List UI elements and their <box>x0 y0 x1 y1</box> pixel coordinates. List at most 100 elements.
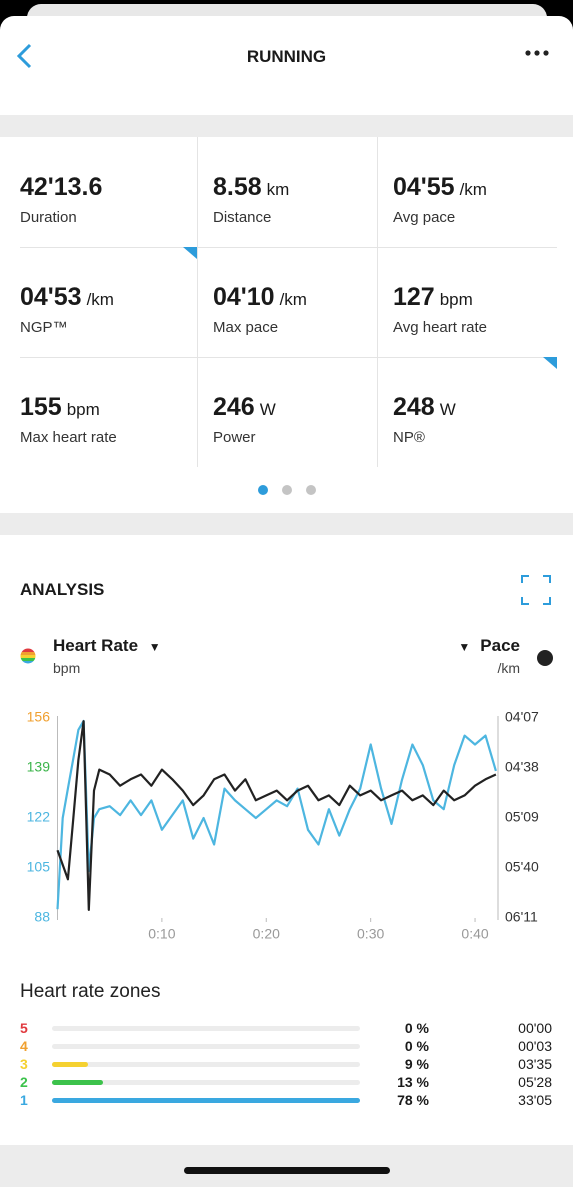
y-tick-label: 122 <box>27 809 51 825</box>
stats-panel: 42'13.6 Duration 8.58 km Distance 04'55/km Avg… <box>0 137 573 513</box>
stat-value-row: 42'13.6 <box>20 173 102 202</box>
stat-label: NP® <box>393 429 425 446</box>
zone-percent: 78 % <box>397 1092 429 1108</box>
pace-legend-icon <box>537 650 553 666</box>
y-tick-label: 156 <box>27 709 51 725</box>
info-corner[interactable] <box>543 357 557 369</box>
stat-value-row: 127 bpm <box>393 283 473 312</box>
stat-unit: km <box>266 180 290 199</box>
info-corner[interactable] <box>183 247 197 259</box>
zones-title: Heart rate zones <box>20 981 161 1002</box>
section-title: ANALYSIS <box>20 580 105 599</box>
zone-bar <box>52 1080 104 1085</box>
stat-unit: W <box>259 400 276 419</box>
zones-list: 5 0 % 00'00 4 0 % 00'03 3 9 % 03'35 2 13 % 05'28 1 78… <box>0 1020 573 1130</box>
divider <box>0 115 573 137</box>
more-button[interactable] <box>524 48 550 58</box>
left-unit: bpm <box>53 660 81 676</box>
stat-label: Avg pace <box>393 209 456 226</box>
series-line <box>56 720 497 911</box>
separator <box>20 357 557 358</box>
stat-value: 248 <box>393 393 435 421</box>
zone-percent: 0 % <box>404 1038 429 1054</box>
stat-unit: /km <box>86 290 114 309</box>
y2-tick-label: 04'07 <box>505 709 539 725</box>
separator <box>377 137 378 467</box>
zone-percent: 9 % <box>404 1056 429 1072</box>
x-tick-label: 0:40 <box>461 926 488 942</box>
right-unit: /km <box>497 660 520 676</box>
y-tick-label: 88 <box>34 909 50 925</box>
zone-time: 00'00 <box>518 1020 552 1036</box>
stat-value: 246 <box>213 393 255 421</box>
x-tick-label: 0:20 <box>253 926 280 942</box>
pager-dots[interactable] <box>255 483 321 497</box>
stat-value: 155 <box>20 393 62 421</box>
zone-time: 00'03 <box>518 1038 552 1054</box>
stat-unit: bpm <box>66 400 100 419</box>
stat-value-row: 04'55/km <box>393 173 487 202</box>
stat-value-row: 04'53/km <box>20 283 114 312</box>
stat-value-row: 155 bpm <box>20 393 100 422</box>
stat-unit: W <box>439 400 456 419</box>
zone-track <box>52 1044 360 1049</box>
stat-value-row: 248 W <box>393 393 456 422</box>
stat-unit: bpm <box>439 290 473 309</box>
header: RUNNING <box>0 16 573 115</box>
zone-number: 3 <box>20 1056 28 1072</box>
legend-label: Pace <box>480 636 520 655</box>
stat-label: Avg heart rate <box>393 319 487 336</box>
page-title: RUNNING <box>246 47 327 66</box>
zone-percent: 0 % <box>404 1020 429 1036</box>
zone-bar <box>52 1098 360 1103</box>
chart: 88 105 122 139 156 06'11 05'40 05'09 04'38 04'07 0… <box>27 709 539 942</box>
zone-track <box>52 1080 360 1085</box>
y2-tick-label: 05'40 <box>505 859 539 875</box>
stat-label: Max heart rate <box>20 429 117 446</box>
zone-track <box>52 1062 360 1067</box>
zone-time: 03'35 <box>518 1056 552 1072</box>
stat-value: 04'55 <box>393 173 455 201</box>
series-line <box>56 719 497 910</box>
y2-tick-label: 06'11 <box>505 909 538 925</box>
legend-label: Heart Rate <box>53 636 139 655</box>
zone-number: 2 <box>20 1074 28 1090</box>
home-indicator <box>184 1167 390 1174</box>
separator <box>197 137 198 467</box>
y-tick-label: 105 <box>27 859 51 875</box>
y2-tick-label: 04'38 <box>505 759 539 775</box>
stat-value: 04'10 <box>213 283 275 311</box>
x-tick-label: 0:30 <box>357 926 384 942</box>
stat-label: Duration <box>20 209 77 226</box>
zone-bar <box>52 1062 88 1067</box>
bottom-bar <box>0 1145 573 1187</box>
stat-label: Power <box>213 429 256 446</box>
zone-number: 4 <box>20 1038 28 1054</box>
stat-unit: /km <box>459 180 487 199</box>
zone-percent: 13 % <box>397 1074 429 1090</box>
y-tick-label: 139 <box>27 759 51 775</box>
left-metric-selector[interactable]: Heart Rate ▼ <box>53 636 161 655</box>
y2-tick-label: 05'09 <box>505 809 539 825</box>
stat-value: 42'13.6 <box>20 173 103 201</box>
stat-label: Max pace <box>213 319 279 336</box>
stat-value: 8.58 <box>213 173 262 201</box>
stat-label: NGP™ <box>20 319 68 336</box>
back-button[interactable] <box>14 42 36 72</box>
zone-track <box>52 1026 360 1031</box>
stat-value: 04'53 <box>20 283 82 311</box>
right-metric-selector[interactable]: ▼ Pace <box>458 636 520 655</box>
hr-legend-icon <box>20 648 36 664</box>
analysis-panel: ANALYSIS Heart Rate ▼ bpm ▼ Pace /km Hear… <box>0 535 573 1145</box>
separator <box>20 247 557 248</box>
fullscreen-button[interactable] <box>521 575 551 605</box>
stat-value-row: 8.58 km <box>213 173 289 202</box>
stat-value-row: 246 W <box>213 393 276 422</box>
stat-value-row: 04'10/km <box>213 283 307 312</box>
divider <box>0 513 573 535</box>
zone-time: 33'05 <box>518 1092 552 1108</box>
x-tick-label: 0:10 <box>148 926 175 942</box>
stat-label: Distance <box>213 209 272 226</box>
stat-value: 127 <box>393 283 435 311</box>
